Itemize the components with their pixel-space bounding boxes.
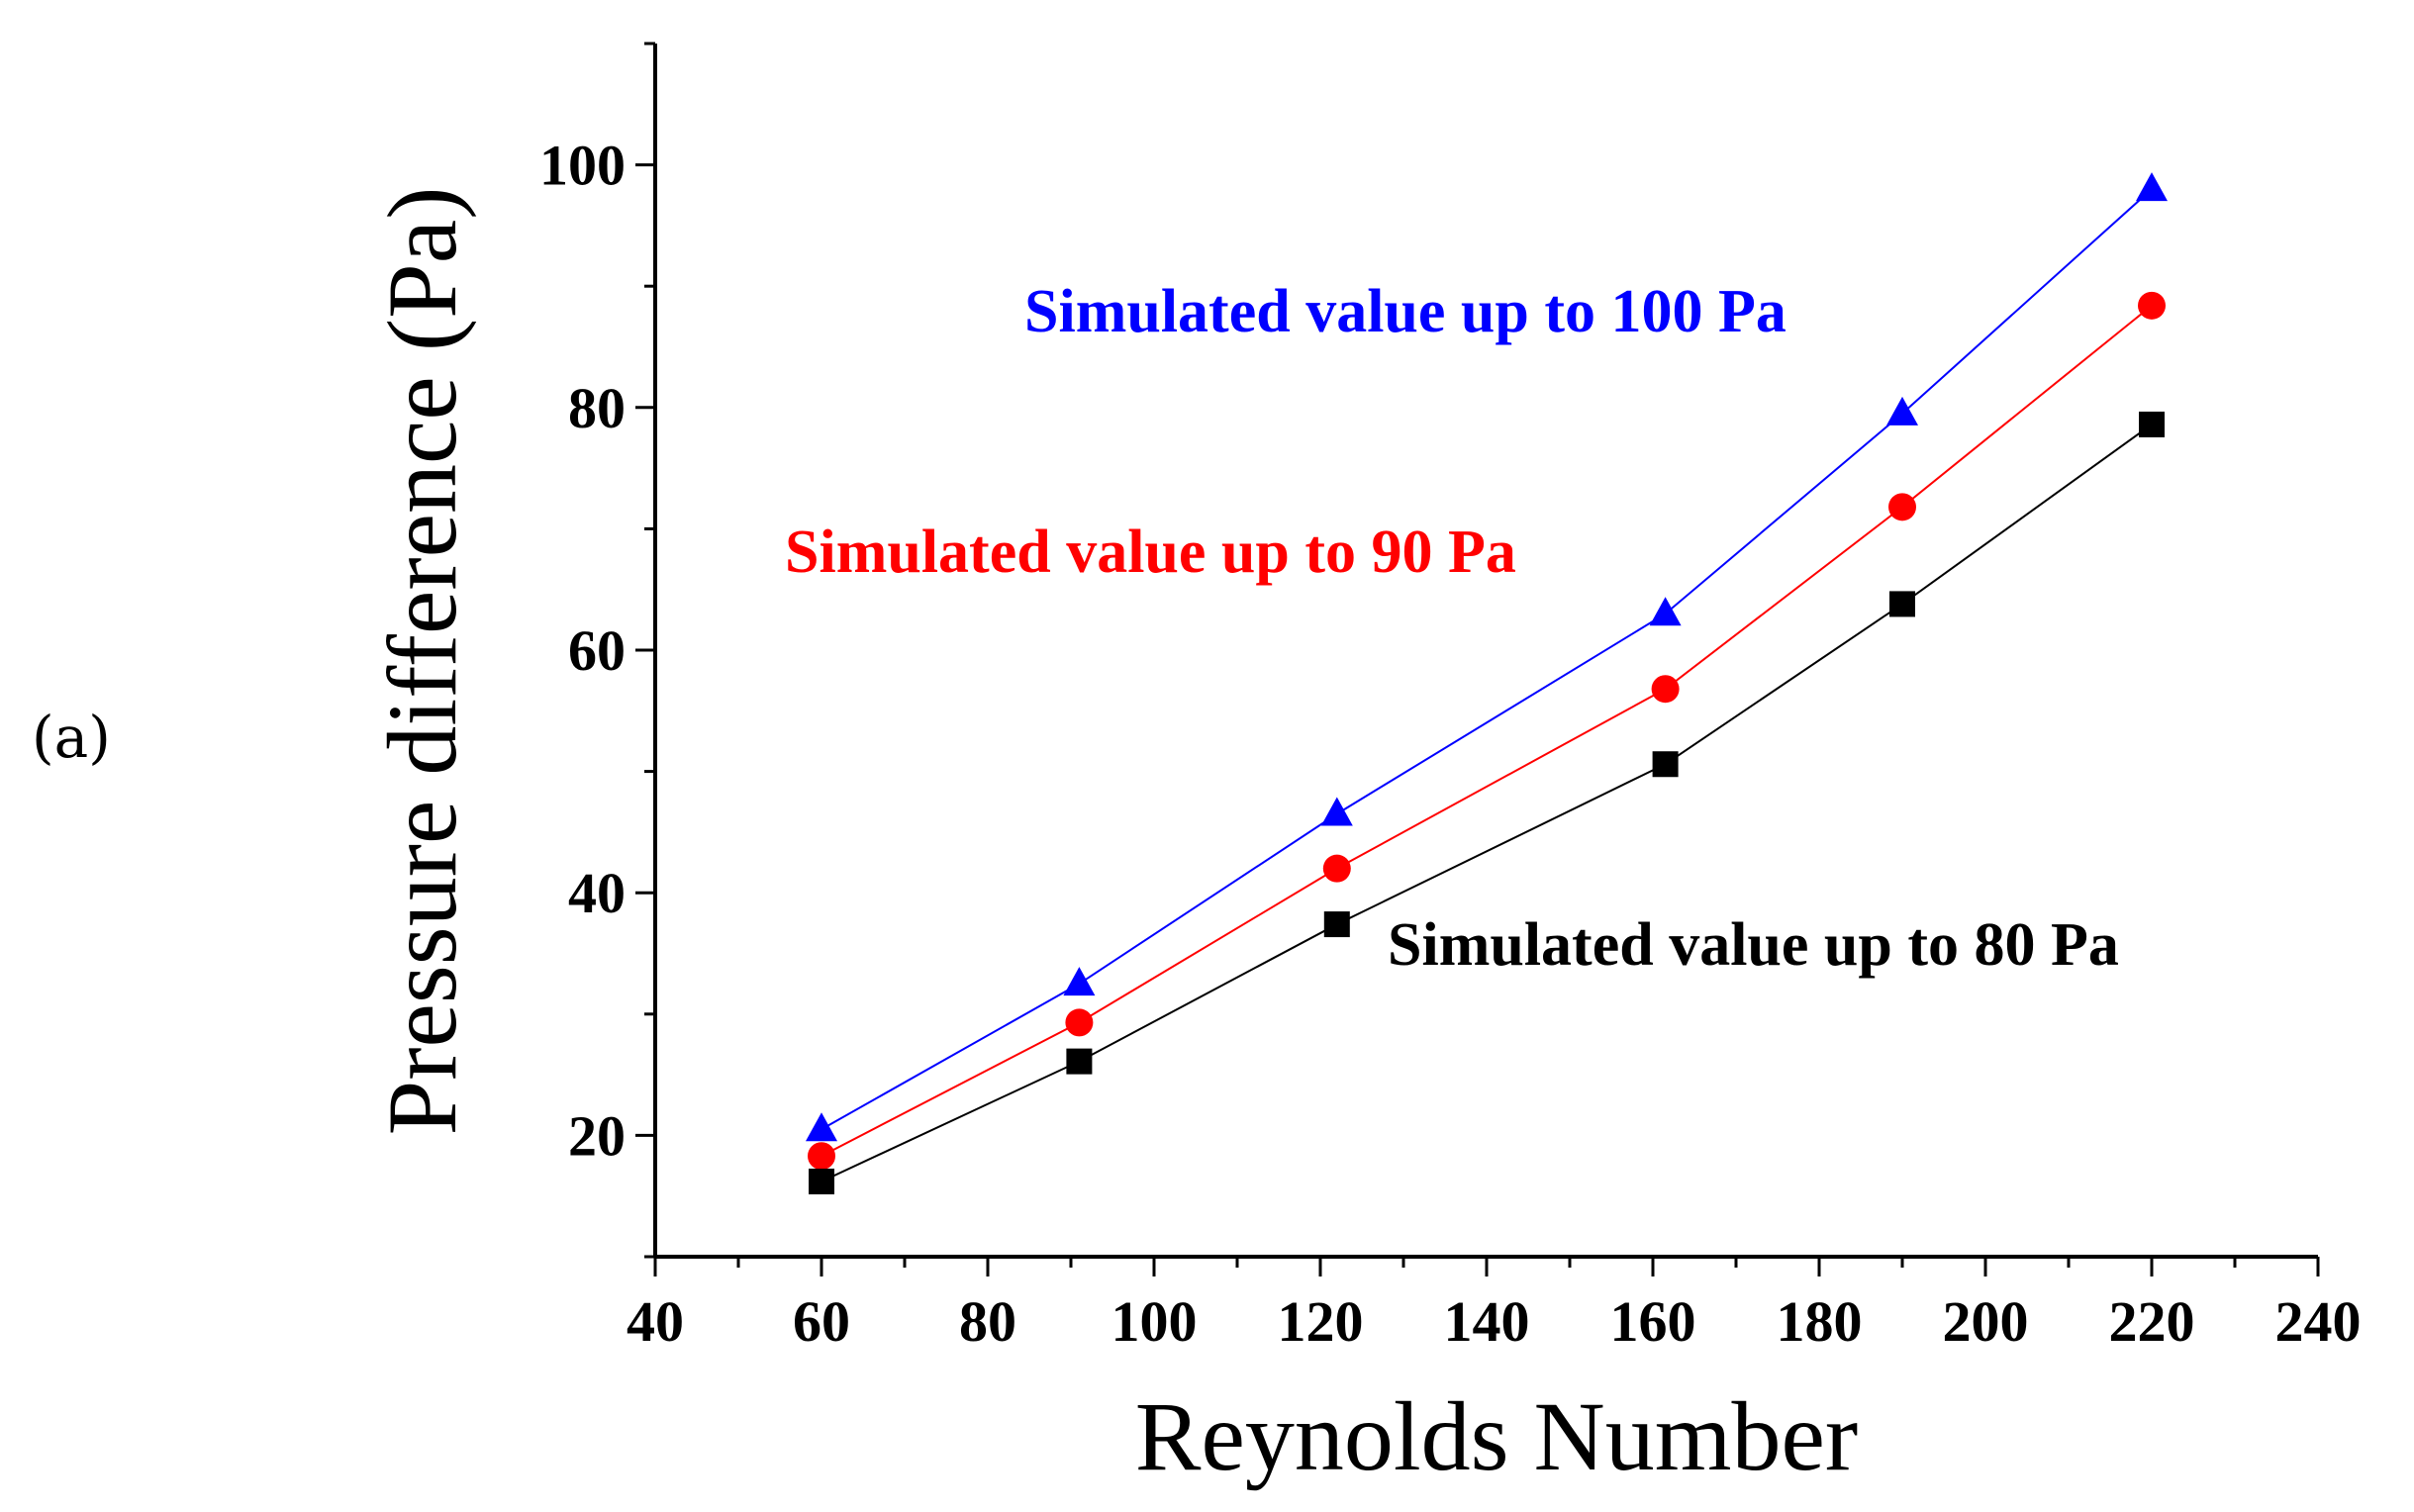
annotation-80-pa: Simulated value up to 80 Pa <box>1388 911 2119 979</box>
data-point-circle <box>1322 854 1351 883</box>
x-tick-label: 220 <box>2109 1289 2195 1354</box>
axes <box>653 44 2318 1259</box>
data-point-square <box>1066 1048 1093 1075</box>
series-line <box>821 305 2153 1158</box>
annotation-100-pa: Simulated value up to 100 Pa <box>1024 278 1786 345</box>
data-point-square <box>809 1168 834 1194</box>
x-tick-label: 60 <box>793 1289 850 1354</box>
panel-label: (a) <box>32 704 111 771</box>
data-point-circle <box>2138 291 2166 320</box>
data-point-circle <box>1651 675 1680 704</box>
x-tick-label: 140 <box>1444 1289 1530 1354</box>
data-point-circle <box>1888 493 1916 521</box>
series-triangle <box>806 172 2168 1142</box>
data-point-circle <box>1065 1008 1094 1037</box>
data-point-square <box>2139 411 2165 437</box>
x-axis-title: Reynolds Number <box>1135 1381 1858 1491</box>
y-tick-label: 80 <box>568 376 626 440</box>
x-tick-label: 200 <box>1943 1289 2029 1354</box>
series-line <box>821 424 2153 1182</box>
series-layer <box>806 172 2168 1194</box>
data-point-triangle <box>806 1112 837 1142</box>
data-point-triangle <box>1886 396 1918 425</box>
data-point-triangle <box>1320 797 1353 826</box>
y-tick-label: 20 <box>568 1103 626 1168</box>
data-point-square <box>1889 591 1915 617</box>
y-ticks: 20 40 60 80 100 <box>539 42 655 1259</box>
series-circle <box>808 291 2166 1171</box>
data-point-square <box>1323 911 1350 938</box>
data-point-triangle <box>2136 172 2168 202</box>
x-tick-label: 120 <box>1278 1289 1364 1354</box>
data-point-square <box>1652 751 1679 778</box>
x-tick-label: 100 <box>1111 1289 1198 1354</box>
x-ticks: 40 60 80 100 120 140 160 180 200 220 240 <box>627 1257 2362 1354</box>
data-point-triangle <box>1063 967 1096 996</box>
y-tick-label: 100 <box>539 134 626 198</box>
x-tick-label: 80 <box>959 1289 1016 1354</box>
data-point-circle <box>808 1142 835 1171</box>
x-tick-label: 40 <box>627 1289 684 1354</box>
series-line <box>821 188 2153 1131</box>
y-tick-label: 60 <box>568 618 626 683</box>
annotation-90-pa: Simulated value up to 90 Pa <box>785 519 1516 586</box>
x-tick-label: 160 <box>1610 1289 1696 1354</box>
series-square <box>809 411 2165 1194</box>
x-tick-label: 180 <box>1777 1289 1863 1354</box>
x-tick-label: 240 <box>2275 1289 2362 1354</box>
y-axis-title: Pressure difference (Pa) <box>367 187 477 1136</box>
y-tick-label: 40 <box>568 861 626 925</box>
data-point-triangle <box>1649 597 1682 626</box>
